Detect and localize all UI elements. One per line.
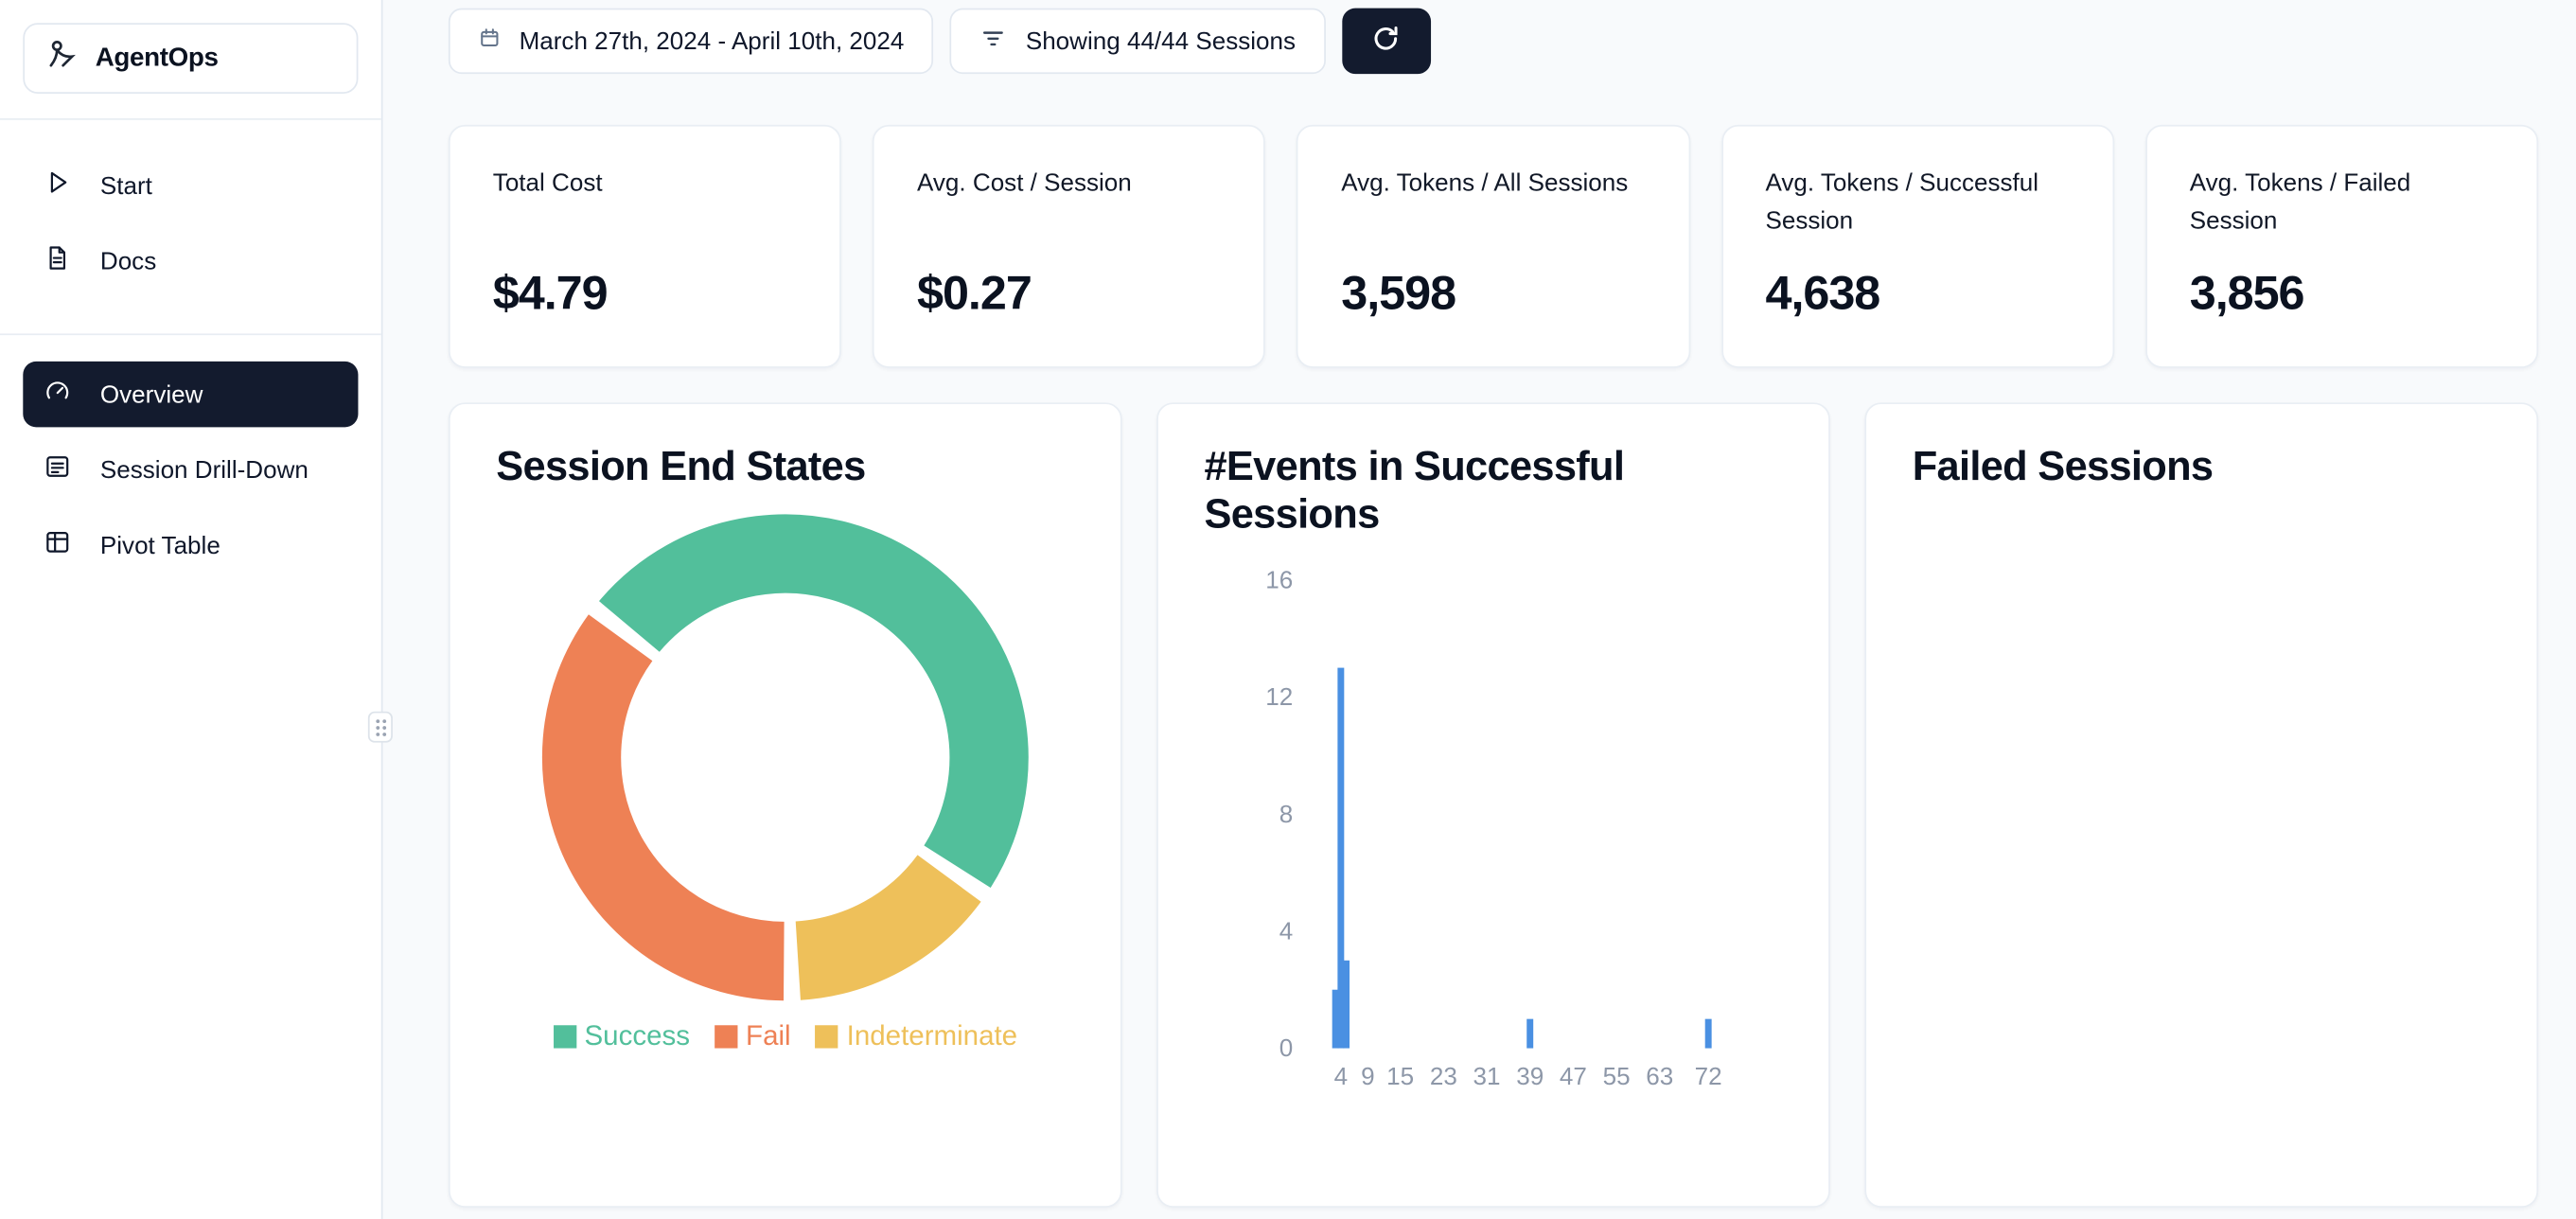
charts-row: Session End States Success Fail Indetermin… (448, 402, 2539, 1208)
y-tick-label: 12 (1265, 682, 1293, 711)
donut-legend: Success Fail Indeterminate (496, 1019, 1074, 1052)
legend-item-indeterminate[interactable]: Indeterminate (815, 1019, 1018, 1052)
legend-item-success[interactable]: Success (553, 1019, 690, 1052)
refresh-button[interactable] (1341, 8, 1431, 75)
stat-value: 3,856 (2189, 267, 2305, 321)
sidebar-item-pivot-table[interactable]: Pivot Table (23, 513, 358, 578)
bar (1337, 667, 1345, 1049)
date-range-label: March 27th, 2024 - April 10th, 2024 (519, 26, 905, 56)
bar (1343, 960, 1350, 1049)
x-tick-label: 4 (1334, 1062, 1348, 1090)
sidebar-item-docs[interactable]: Docs (23, 228, 358, 293)
sidebar-item-start[interactable]: Start (23, 152, 358, 218)
events-successful-sessions-card: #Events in Successful Sessions 0 4 8 12 16 4 9… (1156, 402, 1830, 1208)
failed-sessions-card: Failed Sessions (1864, 402, 2539, 1208)
sidebar-divider (0, 333, 381, 336)
x-tick-label: 63 (1646, 1062, 1673, 1090)
x-tick-label: 39 (1516, 1062, 1544, 1090)
stat-label: Avg. Tokens / All Sessions (1341, 168, 1629, 198)
donut-segment-fail (541, 613, 785, 1000)
stat-label: Avg. Tokens / Failed Session (2189, 168, 2411, 236)
sidebar-item-label: Session Drill-Down (99, 455, 309, 485)
gauge-icon (43, 377, 72, 413)
bar (1526, 1018, 1534, 1049)
y-tick-label: 16 (1265, 565, 1293, 593)
sessions-filter-label: Showing 44/44 Sessions (1025, 26, 1297, 56)
legend-item-fail[interactable]: Fail (715, 1019, 791, 1052)
x-tick-label: 15 (1386, 1062, 1414, 1090)
y-tick-label: 8 (1279, 800, 1293, 828)
bar (1704, 1018, 1712, 1049)
x-tick-label: 9 (1361, 1062, 1374, 1090)
sidebar-item-label: Start (99, 171, 152, 200)
stat-card-total-cost: Total Cost $4.79 (448, 124, 842, 368)
grip-dots-icon (375, 718, 386, 736)
chart-title: Session End States (496, 443, 866, 490)
bar (1332, 989, 1339, 1049)
legend-label: Success (584, 1019, 691, 1051)
app-title: AgentOps (95, 44, 219, 72)
x-tick-label: 23 (1430, 1062, 1457, 1090)
events-bar-chart: 0 4 8 12 16 4 9 15 23 31 39 47 55 63 72 (1204, 547, 1782, 1114)
x-tick-label: 47 (1560, 1062, 1587, 1090)
sidebar-nav-main: Overview Session Drill-Down (0, 335, 381, 578)
legend-label: Fail (746, 1019, 791, 1051)
sidebar-item-label: Docs (99, 247, 157, 275)
filter-icon (979, 24, 1008, 58)
y-tick-label: 4 (1279, 917, 1293, 945)
logo-box[interactable]: AgentOps (23, 23, 359, 94)
stat-cards-row: Total Cost $4.79 Avg. Cost / Session $0.… (448, 124, 2539, 368)
chart-title: #Events in Successful Sessions (1204, 443, 1625, 537)
donut-segment-success (599, 513, 1029, 888)
date-range-button[interactable]: March 27th, 2024 - April 10th, 2024 (448, 8, 934, 75)
document-icon (43, 243, 72, 279)
play-icon (43, 168, 72, 203)
stat-value: 3,598 (1341, 267, 1456, 321)
sidebar-item-label: Pivot Table (99, 531, 221, 560)
stat-label: Avg. Tokens / Successful Session (1765, 168, 2039, 236)
stat-card-avg-cost-session: Avg. Cost / Session $0.27 (873, 124, 1266, 368)
agentops-logo-icon (43, 36, 79, 80)
donut-chart-svg (541, 513, 1029, 1000)
sidebar-divider (0, 117, 381, 120)
x-tick-label: 72 (1695, 1062, 1722, 1090)
table-columns-icon (43, 527, 72, 563)
stat-value: 4,638 (1765, 267, 1880, 321)
toolbar: March 27th, 2024 - April 10th, 2024 Show… (448, 8, 2538, 75)
chart-title: Failed Sessions (1912, 443, 2214, 490)
calendar-icon (478, 26, 501, 56)
stat-card-avg-tokens-failed: Avg. Tokens / Failed Session 3,856 (2144, 124, 2539, 368)
x-tick-label: 55 (1603, 1062, 1631, 1090)
stat-card-avg-tokens-all: Avg. Tokens / All Sessions 3,598 (1297, 124, 1690, 368)
donut-segment-indeterminate (794, 853, 981, 999)
session-end-states-card: Session End States Success Fail Indetermin… (448, 402, 1122, 1208)
stat-card-avg-tokens-successful: Avg. Tokens / Successful Session 4,638 (1720, 124, 2114, 368)
sidebar-resize-handle[interactable] (367, 711, 393, 743)
sidebar-item-overview[interactable]: Overview (23, 361, 359, 428)
legend-label: Indeterminate (846, 1019, 1018, 1051)
stat-label: Avg. Cost / Session (917, 168, 1132, 198)
sidebar-item-label: Overview (99, 380, 203, 409)
legend-swatch (815, 1024, 838, 1048)
sidebar-nav-top: Start Docs (0, 120, 381, 294)
stat-value: $4.79 (492, 267, 609, 321)
sidebar: AgentOps Start (0, 0, 393, 1219)
x-tick-label: 31 (1473, 1062, 1501, 1090)
sessions-filter-button[interactable]: Showing 44/44 Sessions (949, 8, 1326, 75)
y-tick-label: 0 (1279, 1034, 1293, 1062)
session-end-states-chart (496, 510, 1074, 1003)
main-content: March 27th, 2024 - April 10th, 2024 Show… (382, 0, 2576, 1219)
legend-swatch (553, 1024, 576, 1048)
refresh-icon (1370, 23, 1402, 59)
stat-value: $0.27 (917, 267, 1032, 321)
sidebar-item-session-drill-down[interactable]: Session Drill-Down (23, 437, 358, 503)
legend-swatch (715, 1024, 738, 1048)
list-card-icon (43, 451, 72, 487)
stat-label: Total Cost (492, 168, 603, 198)
